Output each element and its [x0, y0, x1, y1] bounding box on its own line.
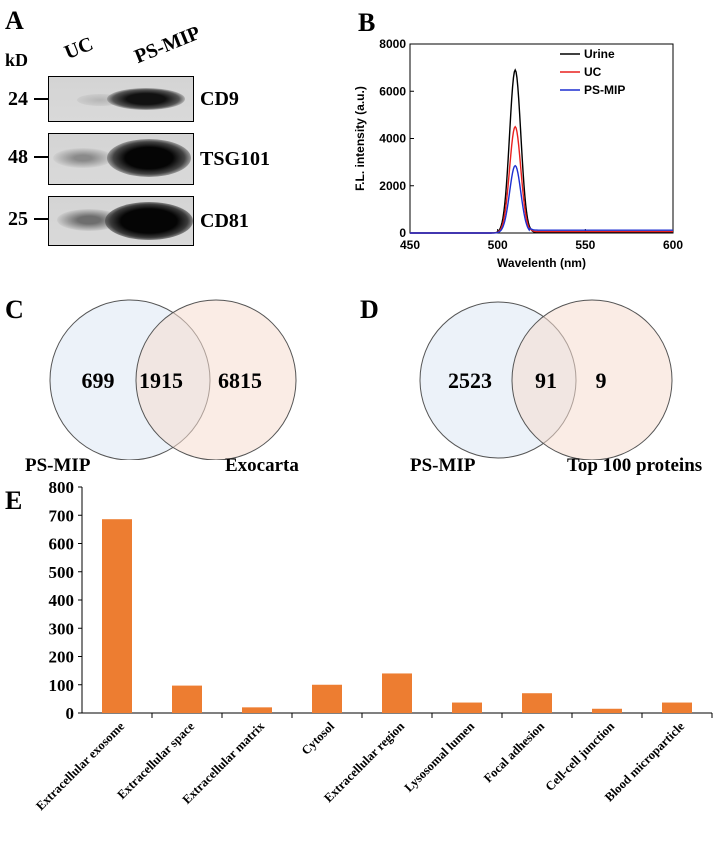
- venn-c-right-label: Exocarta: [225, 455, 299, 476]
- protein-label-cd81: CD81: [200, 210, 249, 232]
- plot-frame: [409, 43, 674, 234]
- venn-c-left-label: PS-MIP: [25, 455, 91, 476]
- fluorescence-chart: 0 2000 4000 6000 8000 450 500 550 600 Wavelenth (…: [353, 37, 683, 270]
- blot-band: [107, 88, 185, 110]
- panel-c-letter: C: [5, 295, 24, 324]
- lane-label-uc: UC: [61, 32, 97, 65]
- panel-b-letter: B: [358, 8, 376, 37]
- venn-d-left-label: PS-MIP: [410, 455, 476, 476]
- venn-c-right-count: 6815: [218, 368, 262, 393]
- y-tick-label: 600: [49, 535, 75, 554]
- series-line-ps-mip: [410, 164, 673, 234]
- y-tick-label: 0: [66, 704, 75, 723]
- venn-c-overlap-count: 1915: [139, 368, 183, 393]
- marker-label: 48: [8, 146, 28, 168]
- y-tick-label: 300: [49, 619, 75, 638]
- venn-d-right-label: Top 100 proteins: [567, 455, 703, 476]
- y-tick-label: 500: [49, 563, 75, 582]
- venn-diagram-c: [49, 299, 297, 460]
- bar-7: [592, 708, 622, 713]
- bar-4: [382, 673, 412, 713]
- marker-label: 24: [8, 88, 28, 110]
- marker-tick: [34, 218, 48, 220]
- panel-e-letter: E: [5, 486, 23, 515]
- y-tick-label: 100: [49, 676, 75, 695]
- y-axis-label: F.L. intensity (a.u.): [353, 86, 367, 191]
- y-tick-label: 2000: [379, 179, 406, 193]
- blot-tsg101: [48, 133, 194, 185]
- category-label: Lysosomal lumen: [402, 719, 477, 794]
- category-label: Focal adhesion: [481, 719, 547, 785]
- x-axis-label: Wavelenth (nm): [497, 256, 586, 270]
- bar-1: [172, 685, 202, 713]
- series-line-uc: [410, 125, 673, 234]
- panel-d-letter: D: [360, 295, 379, 324]
- legend-label: UC: [584, 65, 602, 79]
- blot-band: [57, 209, 121, 231]
- blot-band: [53, 148, 113, 168]
- y-tick-label: 4000: [379, 132, 406, 146]
- bar-5: [452, 702, 482, 713]
- blot-cd81: [48, 196, 194, 246]
- protein-label-tsg101: TSG101: [200, 148, 271, 170]
- y-tick-label: 400: [49, 591, 75, 610]
- category-label: Blood microparticle: [602, 719, 687, 804]
- venn-diagram-d: [419, 299, 673, 460]
- legend-label: Urine: [584, 47, 615, 61]
- bar-2: [242, 707, 272, 713]
- bar-6: [522, 693, 552, 713]
- category-label: Cell-cell junction: [543, 719, 617, 793]
- go-term-bar-chart: 0 100 200 300 400 500 600 700 800 Extracellular e…: [33, 478, 713, 813]
- y-tick-label: 800: [49, 478, 75, 497]
- legend-label: PS-MIP: [584, 83, 625, 97]
- kd-label: kD: [5, 50, 29, 70]
- y-tick-label: 6000: [379, 84, 406, 98]
- category-label: Extracellular space: [114, 719, 197, 802]
- venn-c-left-count: 699: [81, 368, 115, 393]
- bar-0: [102, 519, 132, 713]
- venn-d-left-count: 2523: [448, 368, 492, 393]
- series-line-urine: [410, 68, 673, 234]
- venn-circle-exocarta: [135, 299, 297, 460]
- blot-cd9: [48, 76, 194, 122]
- venn-d-right-count: 9: [595, 368, 607, 393]
- x-tick-label: 500: [488, 238, 508, 252]
- marker-label: 25: [8, 208, 28, 230]
- y-tick-label: 700: [49, 506, 75, 525]
- panel-a-letter: A: [5, 6, 24, 35]
- y-tick-label: 0: [399, 226, 406, 240]
- blot-band: [107, 139, 191, 177]
- x-tick-label: 550: [575, 238, 595, 252]
- bar-8: [662, 702, 692, 713]
- protein-label-cd9: CD9: [200, 88, 239, 110]
- category-label: Extracellular exosome: [33, 719, 127, 813]
- category-label: Cytosol: [299, 719, 338, 758]
- lane-label-psmip: PS-MIP: [131, 21, 204, 69]
- y-tick-label: 200: [49, 648, 75, 667]
- x-tick-label: 450: [400, 238, 420, 252]
- marker-tick: [34, 156, 48, 158]
- blot-band: [105, 202, 193, 240]
- y-tick-label: 8000: [379, 37, 406, 51]
- x-tick-label: 600: [663, 238, 683, 252]
- marker-tick: [34, 98, 48, 100]
- venn-d-overlap-count: 91: [535, 368, 557, 393]
- venn-circle-top100: [511, 299, 673, 460]
- bar-3: [312, 684, 342, 713]
